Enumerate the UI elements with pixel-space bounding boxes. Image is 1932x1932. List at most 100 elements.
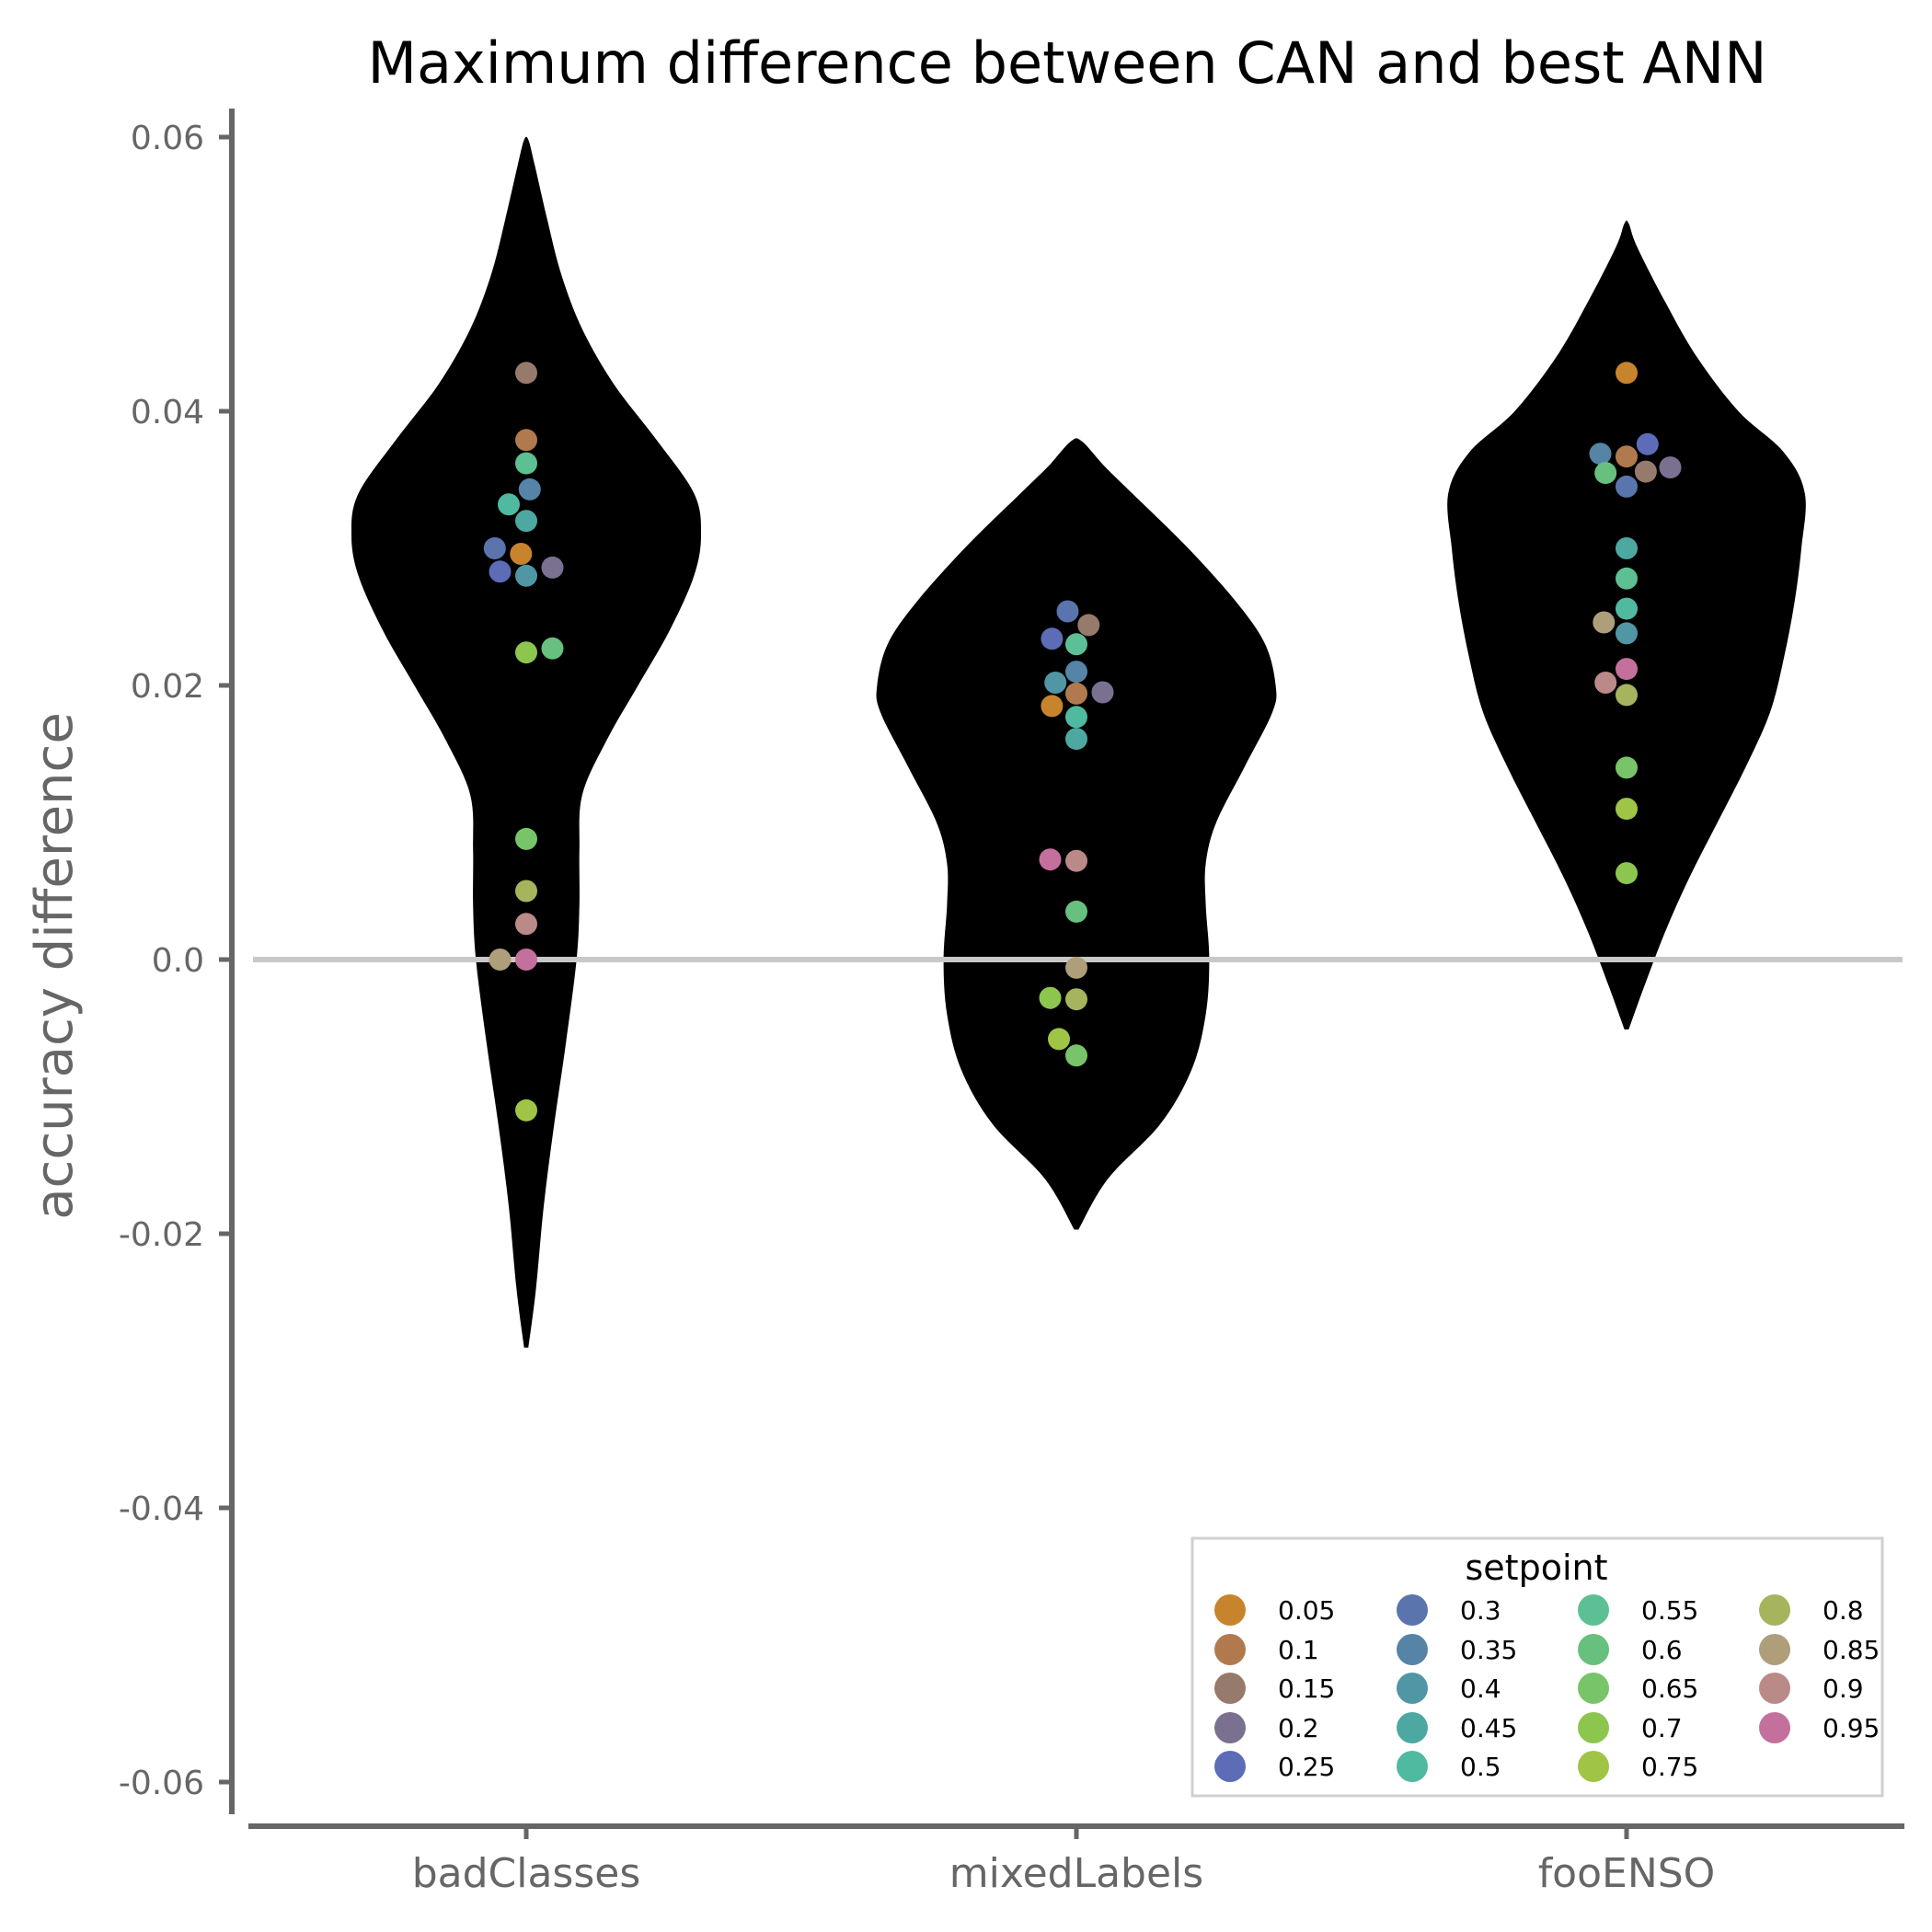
point-badClasses-0.05: [510, 543, 533, 565]
chart-title: Maximum difference between CAN and best …: [367, 29, 1766, 97]
point-badClasses-0.2: [541, 556, 564, 579]
legend-swatch-0.6: [1578, 1634, 1609, 1665]
legend-label-0.2: 0.2: [1278, 1713, 1319, 1743]
point-mixedLabels-0.4: [1044, 672, 1067, 694]
point-mixedLabels-0.3: [1056, 600, 1079, 623]
point-badClasses-0.35: [518, 477, 541, 500]
legend-swatch-0.25: [1214, 1751, 1246, 1782]
legend-label-0.3: 0.3: [1460, 1595, 1501, 1626]
point-fooENSO-0.5: [1616, 597, 1638, 620]
point-fooENSO-0.9: [1594, 672, 1617, 694]
point-mixedLabels-0.35: [1065, 661, 1087, 684]
legend-title: setpoint: [1466, 1547, 1608, 1588]
point-fooENSO-0.15: [1634, 460, 1657, 483]
legend-box: [1190, 1536, 1884, 1798]
point-fooENSO-0.8: [1616, 684, 1638, 707]
point-fooENSO-0.4: [1616, 622, 1638, 645]
legend-label-0.5: 0.5: [1460, 1752, 1501, 1782]
point-fooENSO-0.6: [1594, 462, 1617, 485]
legend-swatch-0.1: [1214, 1634, 1246, 1665]
point-badClasses-0.1: [515, 429, 537, 452]
legend-swatch-0.8: [1759, 1594, 1790, 1626]
legend-label-0.05: 0.05: [1278, 1595, 1335, 1626]
point-fooENSO-0.35: [1589, 443, 1612, 466]
legend-label-0.95: 0.95: [1823, 1713, 1880, 1743]
point-fooENSO-0.25: [1636, 432, 1659, 455]
y-tick-label: -0.02: [119, 1216, 204, 1254]
legend-label-0.65: 0.65: [1641, 1673, 1698, 1704]
point-mixedLabels-0.75: [1048, 1028, 1070, 1051]
point-mixedLabels-0.8: [1065, 988, 1087, 1011]
point-mixedLabels-0.85: [1065, 956, 1087, 979]
legend-swatch-0.85: [1759, 1634, 1790, 1665]
y-axis-title: accuracy difference: [25, 712, 85, 1220]
legend: setpoint 0.05 0.1 0.15 0.2 0.25 0.3 0.35 0.4 0.4…: [1190, 1536, 1884, 1798]
point-mixedLabels-0.9: [1065, 849, 1087, 872]
legend-label-0.85: 0.85: [1823, 1635, 1880, 1665]
legend-swatch-0.4: [1397, 1673, 1428, 1704]
point-mixedLabels-0.15: [1077, 614, 1100, 637]
point-fooENSO-0.75: [1616, 798, 1638, 821]
violin-mixedLabels: [876, 438, 1277, 1230]
point-badClasses-0.75: [515, 1098, 537, 1121]
legend-swatch-0.05: [1214, 1594, 1246, 1626]
legend-label-0.9: 0.9: [1823, 1673, 1864, 1704]
legend-label-0.45: 0.45: [1460, 1713, 1517, 1743]
legend-swatch-0.15: [1214, 1673, 1246, 1704]
point-badClasses-0.7: [515, 641, 537, 664]
legend-label-0.1: 0.1: [1278, 1635, 1319, 1665]
y-tick-label: -0.04: [119, 1490, 204, 1528]
point-badClasses-0.6: [541, 637, 564, 660]
legend-swatch-0.9: [1759, 1673, 1790, 1704]
point-mixedLabels-0.45: [1065, 728, 1087, 751]
point-badClasses-0.25: [489, 560, 512, 583]
y-tick-label: -0.06: [119, 1765, 204, 1802]
y-tick-label: 0.04: [131, 394, 204, 431]
point-fooENSO-0.2: [1659, 456, 1682, 479]
legend-swatch-0.55: [1578, 1594, 1609, 1626]
x-tick-label-mixedLabels: mixedLabels: [949, 1850, 1203, 1897]
legend-label-0.25: 0.25: [1278, 1752, 1335, 1782]
y-tick-label: 0.06: [131, 120, 204, 157]
legend-label-0.4: 0.4: [1460, 1673, 1501, 1704]
point-badClasses-0.55: [515, 452, 537, 475]
point-fooENSO-0.55: [1616, 567, 1638, 590]
data-points: [483, 362, 1682, 1121]
legend-swatch-0.7: [1578, 1712, 1609, 1743]
point-mixedLabels-0.6: [1065, 900, 1087, 923]
point-mixedLabels-0.65: [1065, 1044, 1087, 1067]
x-tick-label-badClasses: badClasses: [412, 1850, 641, 1897]
legend-swatch-0.65: [1578, 1673, 1609, 1704]
point-badClasses-0.45: [515, 510, 537, 533]
point-badClasses-0.9: [515, 913, 537, 936]
violin-group: [351, 136, 1806, 1348]
legend-label-0.75: 0.75: [1641, 1752, 1698, 1782]
legend-swatch-0.95: [1759, 1712, 1790, 1743]
point-mixedLabels-0.95: [1039, 848, 1062, 871]
point-mixedLabels-0.1: [1065, 682, 1087, 705]
legend-swatch-0.45: [1397, 1712, 1428, 1743]
point-mixedLabels-0.5: [1065, 706, 1087, 729]
point-fooENSO-0.65: [1616, 756, 1638, 779]
legend-swatch-0.2: [1214, 1712, 1246, 1743]
point-badClasses-0.85: [489, 949, 512, 971]
legend-label-0.8: 0.8: [1823, 1595, 1864, 1626]
point-fooENSO-0.3: [1616, 475, 1638, 498]
point-fooENSO-0.7: [1616, 862, 1638, 885]
x-axis: badClasses mixedLabels fooENSO: [248, 1823, 1904, 1897]
legend-label-0.55: 0.55: [1641, 1595, 1698, 1626]
legend-label-0.6: 0.6: [1641, 1635, 1683, 1665]
y-tick-label: 0.02: [131, 668, 204, 706]
legend-label-0.15: 0.15: [1278, 1673, 1335, 1704]
point-badClasses-0.65: [515, 827, 537, 850]
point-mixedLabels-0.2: [1091, 681, 1114, 704]
legend-label-0.7: 0.7: [1641, 1713, 1683, 1743]
point-fooENSO-0.45: [1616, 537, 1638, 559]
point-fooENSO-0.1: [1616, 445, 1638, 468]
legend-swatch-0.5: [1397, 1751, 1428, 1782]
legend-swatch-0.3: [1397, 1594, 1428, 1626]
point-badClasses-0.5: [498, 493, 520, 516]
point-badClasses-0.4: [515, 564, 537, 587]
point-badClasses-0.15: [515, 362, 537, 385]
